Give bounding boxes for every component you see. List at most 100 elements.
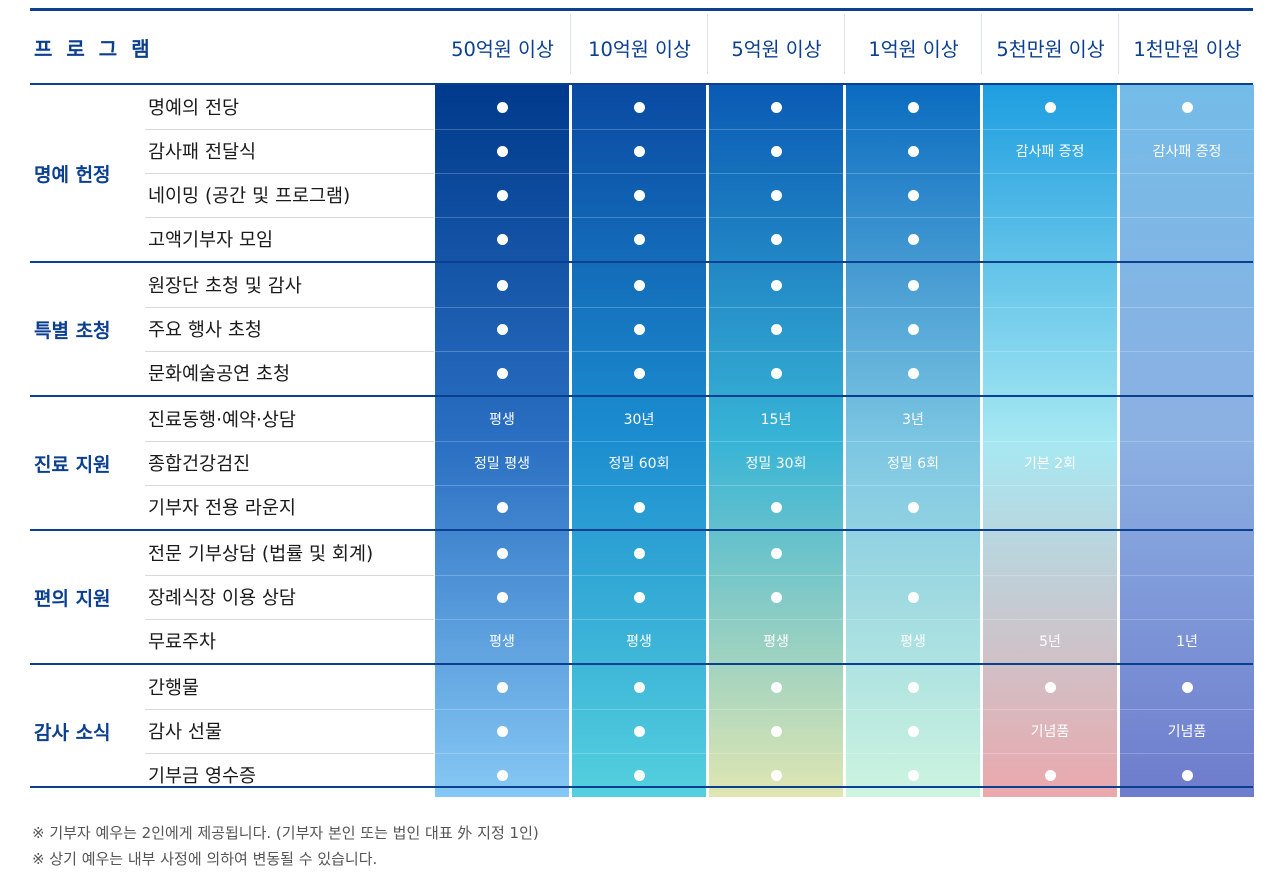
bullet-dot-icon [633,501,645,513]
empty-cell [1120,441,1254,485]
cell-divider [846,129,980,130]
benefit-item-label: 명예의 전당 [148,98,239,119]
bullet-dot-icon [907,189,919,201]
cell-divider [435,129,569,130]
empty-cell [983,531,1117,575]
tier-column-2: 30년 정밀 60회 평생 [572,85,706,797]
bullet-dot-icon [907,323,919,335]
benefit-dot-cell [709,575,843,619]
cell-divider [1120,619,1254,620]
cell-divider [572,709,706,710]
benefit-item-label: 간행물 [148,678,200,699]
footnote-1: ※ 기부자 예우는 2인에게 제공됩니다. (기부자 본인 또는 법인 대표 外… [32,824,539,842]
bullet-dot-icon [496,769,508,781]
cell-divider [983,441,1117,442]
bullet-dot-icon [633,591,645,603]
group-label: 명예 헌정 [34,163,111,186]
bullet-dot-icon [770,367,782,379]
cell-divider [709,173,843,174]
cell-divider [709,575,843,576]
cell-divider [709,217,843,218]
benefit-dot-cell [846,665,980,709]
bullet-dot-icon [633,189,645,201]
cell-divider [572,575,706,576]
cell-divider [572,217,706,218]
benefit-dot-cell [435,575,569,619]
header-separator [1118,14,1119,74]
group-label: 감사 소식 [34,721,111,744]
benefit-dot-cell [709,129,843,173]
bullet-dot-icon [633,547,645,559]
benefit-dot-cell [435,753,569,797]
bullet-dot-icon [1044,681,1056,693]
benefit-dot-cell [572,173,706,217]
cell-divider [572,351,706,352]
benefit-text-cell: 평생 [900,634,926,650]
benefit-dot-cell [846,85,980,129]
bullet-dot-icon [907,501,919,513]
cell-divider [709,485,843,486]
benefit-text-cell: 감사패 증정 [1152,144,1222,160]
benefit-dot-cell [846,575,980,619]
cell-divider [572,173,706,174]
benefit-dot-cell [709,263,843,307]
benefit-text-cell: 정밀 평생 [474,456,530,472]
benefit-dot-cell [709,85,843,129]
group-label: 진료 지원 [34,453,111,476]
bullet-dot-icon [1181,681,1193,693]
benefit-dot-cell [572,129,706,173]
benefit-dot-cell [709,173,843,217]
benefit-dot-cell [435,485,569,529]
cell-divider [1120,173,1254,174]
benefit-dot-cell [846,263,980,307]
empty-cell [1120,307,1254,351]
table-top-rule [30,8,1253,11]
cell-divider [572,129,706,130]
benefit-dot-cell [846,173,980,217]
benefit-dot-cell [709,665,843,709]
benefit-dot-cell [435,709,569,753]
header-tier-4: 1억원 이상 [868,37,959,61]
benefit-text-cell: 3년 [902,412,924,428]
benefit-dot-cell [709,351,843,395]
benefit-dot-cell [1120,665,1254,709]
benefit-text-cell: 1년 [1176,634,1198,650]
cell-divider [709,307,843,308]
bullet-dot-icon [1181,101,1193,113]
bullet-dot-icon [496,591,508,603]
group-label: 편의 지원 [34,587,111,610]
header-tier-6: 1천만원 이상 [1133,37,1242,61]
tier-column-4: 3년 정밀 6회 평생 [846,85,980,797]
row-divider [145,307,434,308]
header-separator [707,14,708,74]
cell-divider [572,485,706,486]
empty-cell [1120,217,1254,261]
cell-divider [435,575,569,576]
bullet-dot-icon [496,725,508,737]
cell-divider [435,753,569,754]
bullet-dot-icon [907,769,919,781]
bullet-dot-icon [907,101,919,113]
empty-cell [983,173,1117,217]
bullet-dot-icon [770,279,782,291]
benefit-item-label: 기부자 전용 라운지 [148,498,296,519]
cell-divider [983,753,1117,754]
benefit-dot-cell [846,217,980,261]
section-divider [30,529,1253,531]
benefit-dot-cell [983,85,1117,129]
bullet-dot-icon [907,591,919,603]
row-divider [145,441,434,442]
benefit-text-cell: 기념품 [1030,724,1070,740]
row-divider [145,129,434,130]
benefit-item-label: 고액기부자 모임 [148,230,274,251]
cell-divider [846,485,980,486]
bullet-dot-icon [907,145,919,157]
empty-cell [983,307,1117,351]
row-divider [145,709,434,710]
benefit-dot-cell [435,665,569,709]
cell-divider [709,129,843,130]
benefit-item-label: 문화예술공연 초청 [148,364,291,385]
header-tier-2: 10억원 이상 [588,37,691,61]
benefit-dot-cell [435,531,569,575]
bullet-dot-icon [496,501,508,513]
